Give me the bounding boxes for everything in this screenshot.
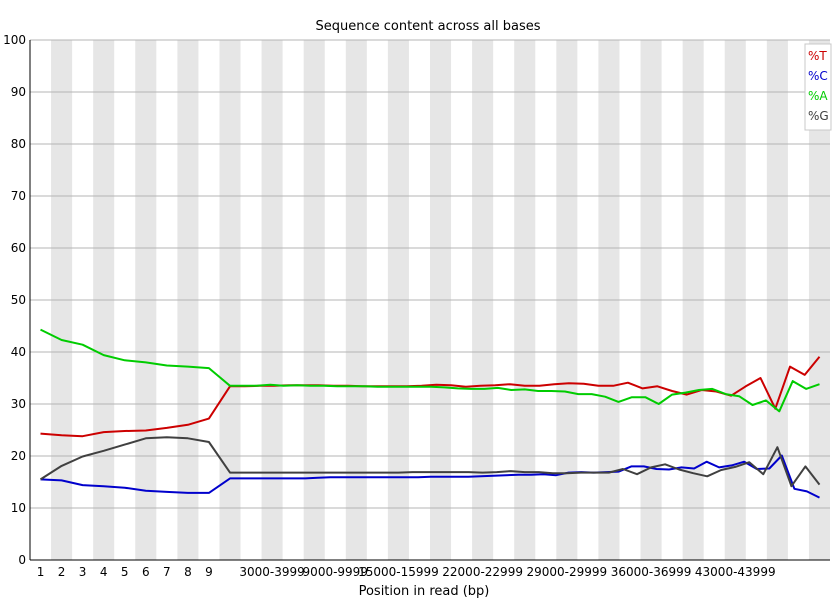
x-tick-label: 3 [79,565,87,579]
x-axis-label: Position in read (bp) [359,584,490,599]
x-tick-label: 5 [121,565,129,579]
x-tick-label: 15000-15999 [358,565,439,579]
legend-entry: %T [808,49,827,63]
chart-title: Sequence content across all bases [315,19,540,34]
y-tick-label: 20 [11,449,26,463]
x-tick-label: 8 [184,565,192,579]
y-tick-label: 70 [11,189,26,203]
series-line-pct-g [39,436,821,488]
x-tick-label: 29000-29999 [526,565,607,579]
x-tick-label: 3000-3999 [239,565,304,579]
y-tick-label: 40 [11,345,26,359]
x-tick-label: 7 [163,565,171,579]
x-tick-label: 9000-9999 [303,565,368,579]
x-tick-label: 9 [205,565,213,579]
y-tick-label: 50 [11,293,26,307]
x-tick-label: 36000-36999 [611,565,692,579]
legend-entry: %G [808,109,829,123]
x-tick-label: 2 [58,565,66,579]
axes: 0 10 20 30 40 50 60 70 80 90 100 1 2 3 4 5 6 7 8 9 3000-3999… [3,33,830,579]
y-tick-label: 10 [11,501,26,515]
x-tick-label: 43000-43999 [695,565,776,579]
x-tick-label: 4 [100,565,108,579]
legend-entry: %C [808,69,828,83]
y-tick-label: 30 [11,397,26,411]
series-line-pct-c [40,454,820,499]
y-tick-label: 80 [11,137,26,151]
x-tick-label: 1 [37,565,45,579]
series-lines [39,328,821,499]
legend-entry: %A [808,89,828,103]
y-tick-label: 0 [18,553,26,567]
x-tick-label: 6 [142,565,150,579]
legend: %T %C %A %G [804,43,832,131]
y-tick-label: 60 [11,241,26,255]
legend-box [804,43,832,131]
series-line-pct-a [40,328,820,413]
y-tick-label: 100 [3,33,26,47]
x-tick-label: 22000-22999 [442,565,523,579]
y-tick-label: 90 [11,85,26,99]
